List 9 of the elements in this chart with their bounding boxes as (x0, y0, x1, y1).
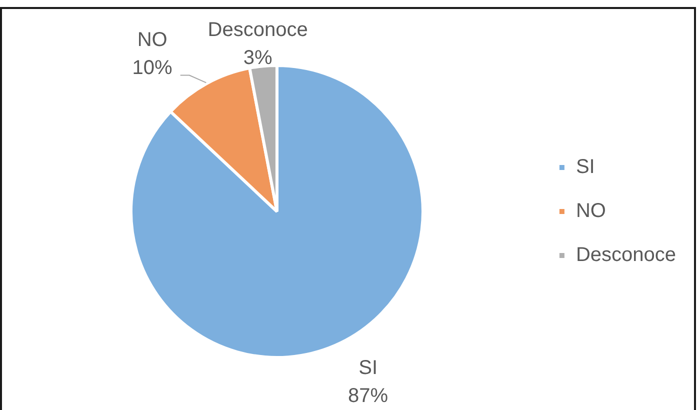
data-label: 87% (348, 385, 388, 408)
slice-label: Desconoce (208, 18, 308, 41)
legend-label: SI (576, 156, 595, 178)
data-label: 10% (132, 56, 173, 79)
slice-label: SI (358, 357, 378, 380)
data-label: 3% (243, 46, 272, 69)
legend-label: NO (576, 200, 606, 222)
slice-label: NO (137, 28, 168, 51)
legend-label: Desconoce (576, 244, 676, 266)
